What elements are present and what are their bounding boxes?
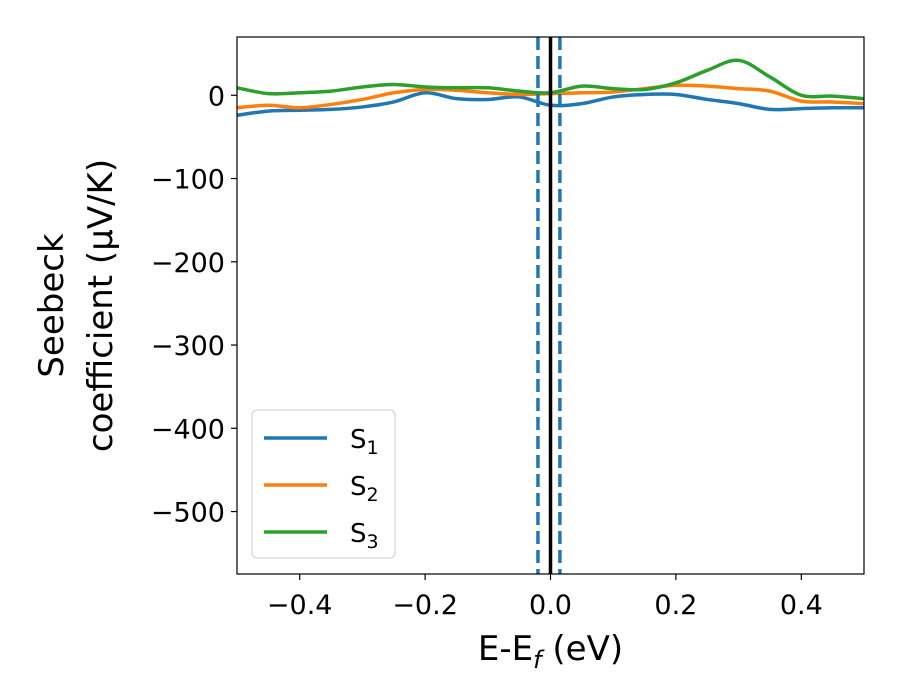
- y-axis-title-line1: Seebeck: [32, 233, 72, 378]
- x-tick-label: −0.2: [392, 590, 458, 621]
- y-tick-label: −300: [151, 331, 225, 362]
- x-axis-title: E-Ef (eV): [478, 629, 623, 674]
- plot-content: [237, 37, 864, 574]
- y-axis-title-line2: coefficient (μV/K): [81, 159, 121, 452]
- legend-label-s1: S1: [350, 425, 379, 459]
- legend-label-s3: S3: [350, 519, 379, 553]
- x-tick-label: 0.0: [529, 590, 572, 621]
- x-tick-label: 0.4: [780, 590, 823, 621]
- y-tick-label: 0: [208, 81, 225, 112]
- x-tick-label: 0.2: [654, 590, 697, 621]
- y-tick-label: −400: [151, 414, 225, 445]
- x-tick-label: −0.4: [267, 590, 333, 621]
- y-tick-label: −100: [151, 165, 225, 196]
- y-tick-label: −200: [151, 248, 225, 279]
- legend-label-s2: S2: [350, 472, 379, 506]
- y-tick-label: −500: [151, 498, 225, 529]
